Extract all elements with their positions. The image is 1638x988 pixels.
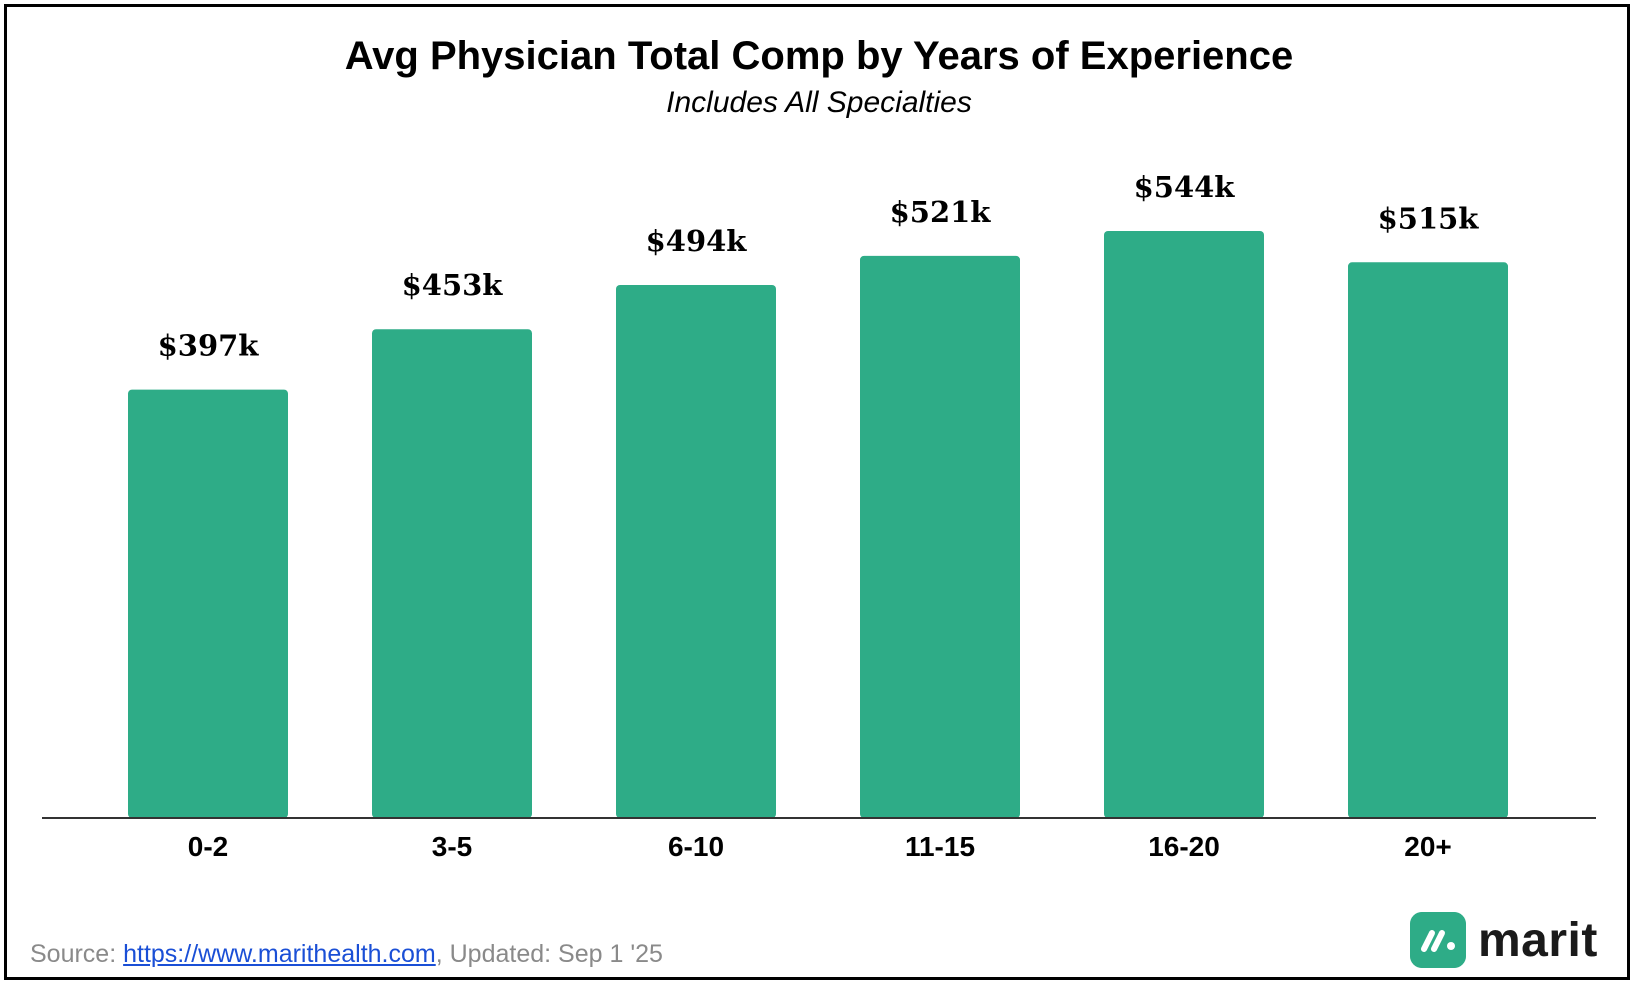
chart-frame (4, 4, 1630, 980)
bar-0-2 (128, 389, 288, 818)
source-prefix: Source: (30, 940, 124, 968)
x-tick-label-20+: 20+ (1404, 831, 1452, 862)
bar-20+ (1348, 262, 1508, 819)
data-label-0-2: $397k (158, 329, 260, 363)
data-label-6-10: $494k (646, 224, 748, 258)
data-label-11-15: $521k (890, 195, 992, 229)
x-tick-label-11-15: 11-15 (905, 831, 975, 862)
chart-title: Avg Physician Total Comp by Years of Exp… (344, 34, 1294, 78)
source-updated: , Updated: Sep 1 '25 (435, 940, 663, 968)
brand-name: marit (1478, 913, 1598, 967)
source-link[interactable]: https://www.marithealth.com (123, 940, 436, 968)
x-tick-label-3-5: 3-5 (432, 831, 472, 862)
marit-logo-icon (1410, 912, 1466, 968)
chart-subtitle: Includes All Specialties (666, 86, 972, 119)
x-tick-label-16-20: 16-20 (1148, 831, 1220, 862)
data-label-20+: $515k (1378, 201, 1480, 235)
bar-6-10 (616, 284, 776, 818)
data-label-16-20: $544k (1134, 170, 1236, 204)
x-tick-label-6-10: 6-10 (668, 831, 724, 862)
bar-11-15 (860, 255, 1020, 819)
bar-3-5 (372, 329, 532, 818)
x-tick-label-0-2: 0-2 (188, 831, 228, 862)
brand-logo: marit (1410, 910, 1598, 970)
bar-16-20 (1104, 231, 1264, 818)
data-label-3-5: $453k (402, 268, 504, 302)
source-note: Source: https://www.marithealth.com, Upd… (30, 940, 663, 969)
bar-chart: $397k 0-2 $453k 3-5 $494k 6-10 $521k 11-15 $544k… (42, 170, 1596, 862)
